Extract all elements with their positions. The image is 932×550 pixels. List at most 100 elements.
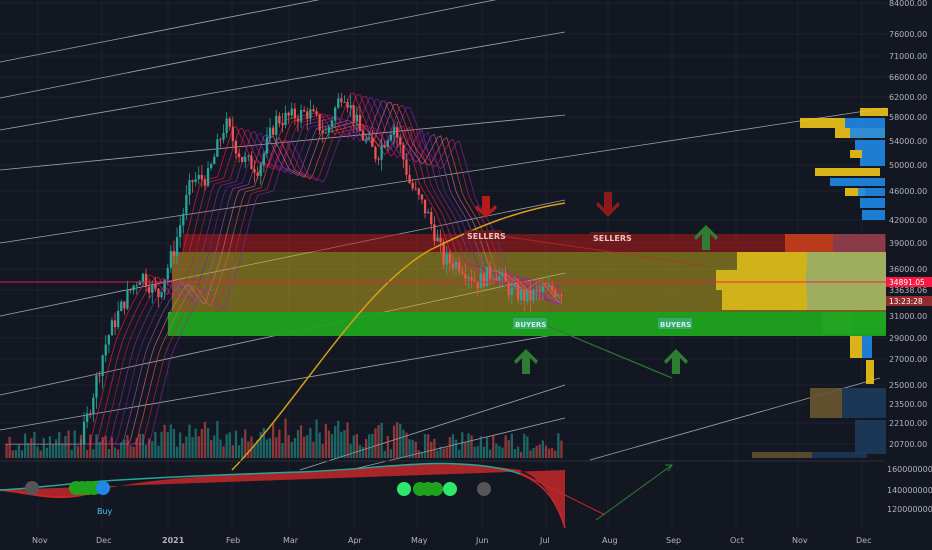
volume-bar — [495, 443, 498, 458]
candle-body — [324, 132, 327, 134]
candle-body — [454, 261, 458, 269]
month-tick-label: Dec — [856, 536, 871, 545]
volume-bar — [61, 443, 64, 458]
candle-body — [417, 188, 420, 195]
candle-body — [166, 268, 169, 280]
candle-body — [510, 287, 513, 296]
volume-bar — [228, 432, 231, 458]
volume-bar — [191, 437, 194, 458]
volume-bar — [86, 449, 89, 458]
volume-bar — [163, 424, 166, 458]
candle-body — [371, 137, 374, 147]
volume-bar — [343, 430, 346, 458]
volume-bar — [132, 446, 135, 458]
candle-body — [420, 194, 424, 200]
candle-body — [290, 108, 293, 116]
candle-body — [358, 114, 362, 132]
candle-body — [482, 273, 486, 287]
indicator-tick-label: 160000000.00 — [887, 465, 932, 474]
profile-bar — [850, 336, 862, 358]
volume-bar — [470, 435, 473, 458]
volume-bar — [396, 422, 399, 458]
volume-bar — [439, 446, 442, 458]
sellers-label: SELLERS — [593, 234, 632, 243]
volume-bar — [89, 434, 92, 458]
candle-body — [33, 444, 36, 445]
candle-body — [175, 237, 179, 257]
candle-body — [231, 126, 234, 142]
month-tick-label: Apr — [348, 536, 363, 545]
volume-bar — [346, 422, 349, 458]
candle-body — [296, 118, 300, 122]
candle-body — [172, 250, 176, 257]
sellers-label: SELLERS — [467, 232, 506, 241]
volume-bar — [135, 437, 138, 458]
price-tick-label: 20700.00 — [889, 440, 927, 449]
volume-bar — [334, 425, 337, 458]
candle-body — [8, 444, 11, 445]
volume-bar — [355, 434, 358, 458]
volume-bar — [51, 444, 55, 458]
candle-body — [411, 183, 414, 189]
candle-body — [39, 444, 42, 445]
price-tick-label: 71000.00 — [889, 52, 927, 61]
profile-bar — [810, 388, 842, 418]
volume-bar — [175, 446, 179, 458]
profile-bar — [752, 452, 812, 458]
volume-bar — [538, 444, 541, 458]
volume-bar — [405, 432, 408, 458]
candle-body — [278, 115, 281, 124]
price-tick-label: 29000.00 — [889, 334, 927, 343]
candle-body — [303, 109, 306, 112]
profile-bar — [845, 188, 865, 196]
volume-bar — [206, 427, 210, 458]
candle-body — [163, 279, 166, 293]
arrow-up-icon — [694, 225, 718, 250]
candle-body — [48, 444, 52, 445]
candle-body — [24, 444, 27, 445]
candle-body — [210, 163, 213, 169]
profile-bar — [862, 210, 885, 220]
candle-body — [129, 289, 132, 291]
candle-body — [414, 188, 417, 190]
candle-body — [461, 271, 464, 274]
volume-bar — [231, 445, 234, 458]
candle-body — [14, 444, 17, 445]
candle-body — [45, 444, 48, 445]
volume-bar — [526, 436, 529, 458]
price-tick-label: 66000.00 — [889, 73, 927, 82]
volume-bar — [541, 440, 544, 458]
candle-body — [365, 138, 368, 141]
volume-bar — [33, 431, 36, 458]
volume-bar — [244, 429, 247, 458]
volume-bar — [411, 439, 414, 458]
buyers-label: BUYERS — [515, 321, 546, 329]
volume-bar — [420, 451, 424, 458]
candle-body — [234, 141, 238, 154]
volume-bars — [5, 418, 563, 458]
candle-body — [520, 290, 523, 301]
candle-body — [113, 320, 117, 328]
profile-bar — [860, 198, 885, 208]
candle-body — [51, 444, 55, 445]
profile-bar — [855, 420, 886, 454]
candle-body — [191, 180, 194, 183]
buy-label: Buy — [97, 507, 113, 516]
volume-bar — [219, 439, 222, 458]
month-tick-label: Nov — [32, 536, 48, 545]
price-tick-label: 84000.00 — [889, 0, 927, 8]
volume-bar — [386, 436, 389, 458]
candle-body — [185, 194, 188, 214]
candle-body — [216, 139, 219, 157]
volume-bar — [117, 449, 120, 458]
volume-bar — [368, 434, 371, 458]
candle-body — [141, 273, 145, 282]
volume-bar — [48, 436, 52, 458]
volume-bar — [144, 445, 148, 458]
candle-body — [541, 286, 544, 292]
candle-body — [95, 375, 98, 398]
candle-body — [560, 294, 563, 297]
candle-body — [433, 224, 436, 242]
volume-bar — [182, 443, 185, 458]
